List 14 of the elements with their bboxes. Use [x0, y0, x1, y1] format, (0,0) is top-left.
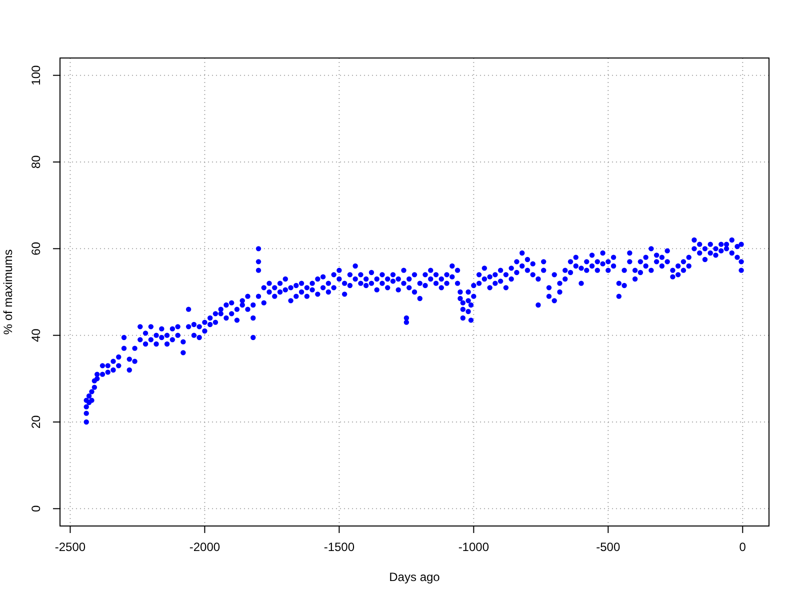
y-tick-label: 40 — [29, 328, 43, 342]
y-tick-label: 0 — [29, 505, 43, 512]
y-axis-title: % of maximums — [1, 249, 15, 335]
x-tick-label: -2000 — [189, 540, 220, 554]
x-tick-label: -1000 — [458, 540, 490, 554]
y-tick-label: 100 — [29, 65, 43, 86]
x-tick-label: -2500 — [54, 540, 86, 554]
y-tick-label: 60 — [29, 242, 43, 256]
y-tick-label: 20 — [29, 415, 43, 429]
x-tick-label: -500 — [596, 540, 620, 554]
x-tick-label: -1500 — [324, 540, 355, 554]
y-tick-label: 80 — [29, 155, 43, 169]
x-tick-label: 0 — [739, 540, 746, 554]
x-axis-title: Days ago — [389, 570, 440, 584]
